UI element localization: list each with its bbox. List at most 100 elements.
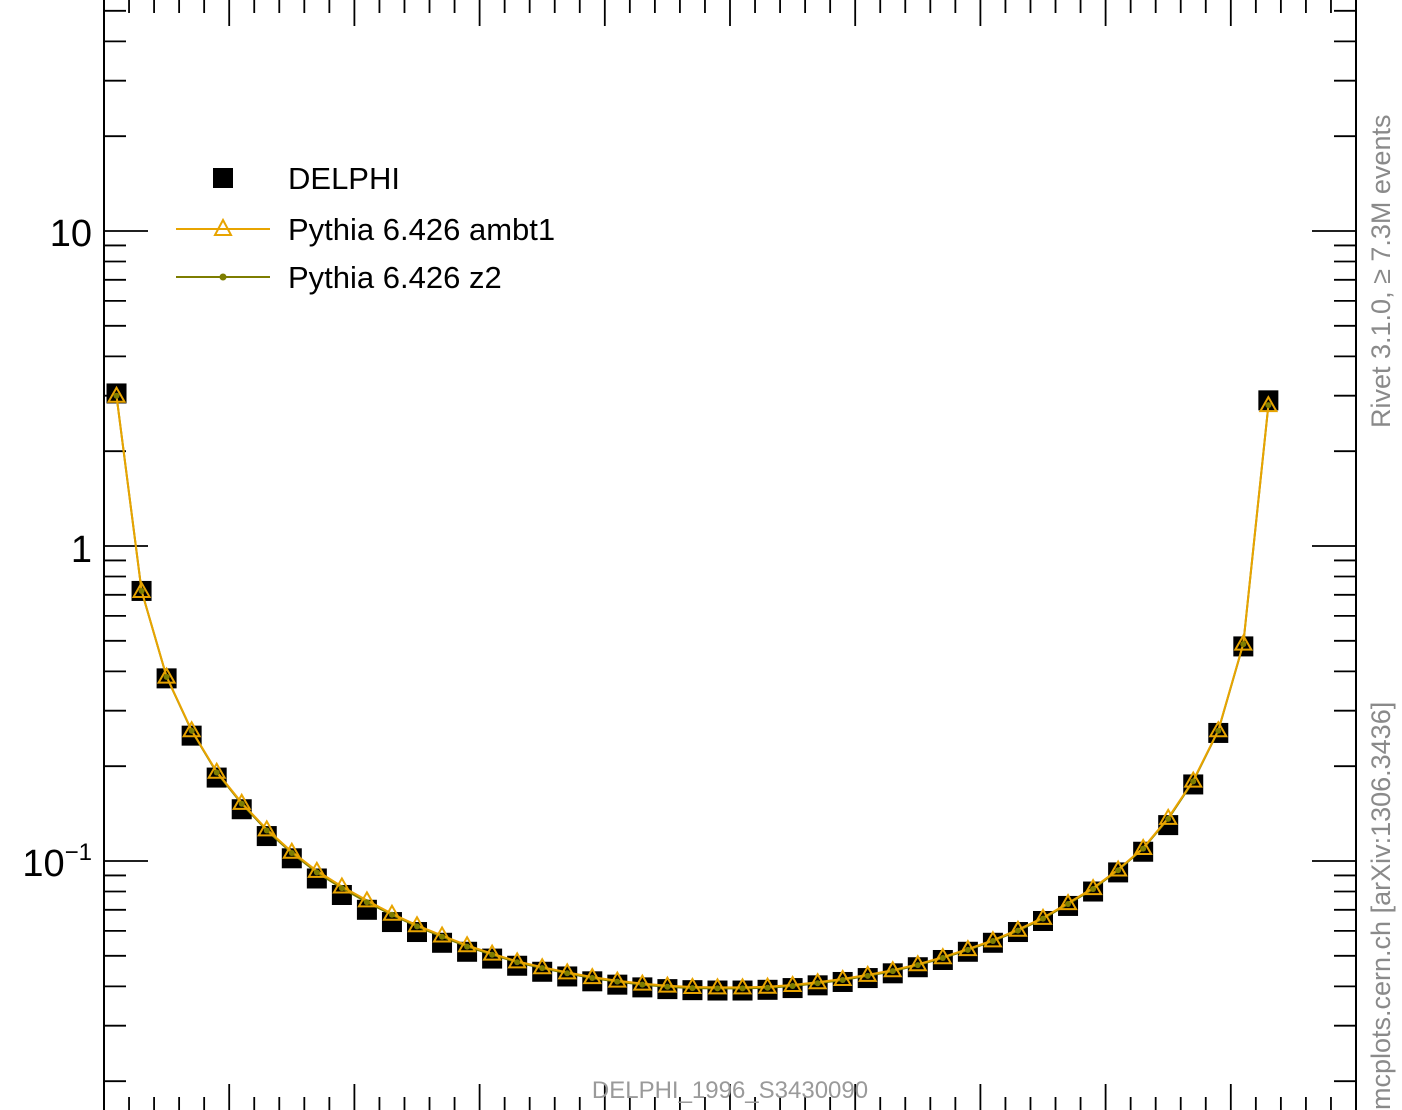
z2-point <box>789 983 796 990</box>
ambt1-point <box>532 957 552 975</box>
z2-point <box>338 885 345 892</box>
z2-point <box>1190 778 1197 785</box>
legend-label-ambt1: Pythia 6.426 ambt1 <box>288 212 555 247</box>
series-layer <box>106 383 1279 1001</box>
ambt1-point <box>307 860 327 878</box>
z2-point <box>1265 402 1272 409</box>
z2-point <box>689 985 696 992</box>
ambt1-point <box>807 972 828 990</box>
legend-item-ambt1: Pythia 6.426 ambt1 <box>176 212 555 247</box>
z2-point <box>363 899 370 906</box>
y-tick-label-1: 1 <box>71 529 92 571</box>
z2-point <box>238 800 245 807</box>
ambt1-point <box>131 580 152 598</box>
legend-label-z2: Pythia 6.426 z2 <box>288 260 502 295</box>
z2-point <box>739 985 746 992</box>
z2-point <box>839 977 846 984</box>
ambt1-point <box>382 903 402 921</box>
z2-point <box>263 827 270 834</box>
z2-point <box>939 955 946 962</box>
ambt1-point <box>1258 395 1279 413</box>
legend-item-z2: Pythia 6.426 z2 <box>176 260 502 295</box>
ambt1-point <box>1233 633 1254 651</box>
z2-point <box>1165 815 1172 822</box>
z2-point <box>864 972 871 979</box>
ambt1-point <box>332 876 352 894</box>
z2-point <box>639 981 646 988</box>
z2-point <box>1140 845 1147 852</box>
z2-point <box>213 769 220 776</box>
ambt1-point <box>407 915 427 933</box>
z2-point <box>764 984 771 991</box>
z2-point <box>664 983 671 990</box>
legend-label-delphi: DELPHI <box>288 161 400 196</box>
ambt1-point <box>1133 837 1153 855</box>
z2-point <box>964 946 971 953</box>
ambt1-point <box>507 951 527 969</box>
ambt1-point <box>206 761 227 779</box>
z2-point <box>163 673 170 680</box>
ambt1-point <box>1008 919 1028 937</box>
z2-point <box>614 978 621 985</box>
ambt1-point <box>231 792 252 810</box>
z2-point <box>814 980 821 987</box>
z2-point <box>539 965 546 972</box>
z2-point <box>989 938 996 945</box>
ambt1-point <box>357 890 377 908</box>
z2-point <box>1240 641 1247 648</box>
legend-marker-square <box>213 168 233 188</box>
watermark-label: DELPHI_1996_S3430090 <box>592 1077 868 1104</box>
ambt1-point <box>632 973 653 991</box>
ambt1-point <box>257 819 277 837</box>
ambt1-point <box>1183 770 1203 788</box>
z2-point <box>464 943 471 950</box>
z2-point <box>1215 727 1222 734</box>
z2-point <box>138 587 145 594</box>
ambt1-point <box>958 939 978 957</box>
z2-point <box>514 959 521 966</box>
ambt1-point <box>1083 878 1103 896</box>
y-tick-label-10: 10 <box>50 213 92 255</box>
z2-point <box>1014 927 1021 934</box>
z2-point <box>1065 901 1072 908</box>
ambt1-point <box>757 976 778 994</box>
z2-point <box>188 727 195 734</box>
legend: DELPHI Pythia 6.426 ambt1 Pythia 6.426 z… <box>176 161 555 295</box>
ambt1-point <box>282 841 302 859</box>
ambt1-point <box>482 943 502 961</box>
side-label-rivet: Rivet 3.1.0, ≥ 7.3M events <box>1366 115 1396 428</box>
ambt1-point <box>682 977 703 995</box>
ambt1-point <box>432 925 452 943</box>
ambt1-point <box>983 930 1003 948</box>
z2-point <box>1115 867 1122 874</box>
z2-point <box>714 985 721 992</box>
z2-point <box>889 968 896 975</box>
ambt1-point <box>181 720 202 738</box>
ambt1-point <box>1033 907 1053 925</box>
side-label-mcplots: mcplots.cern.ch [arXiv:1306.3436] <box>1366 702 1396 1110</box>
ambt1-point <box>782 974 803 992</box>
z2-point <box>313 869 320 876</box>
z2-point <box>1040 915 1046 922</box>
z2-point <box>288 850 295 857</box>
ambt1-point <box>908 954 928 972</box>
ambt1-point <box>1058 893 1078 911</box>
y-tick-label-0-1: 10−1 <box>22 839 92 885</box>
ambt1-point <box>106 385 127 403</box>
z2-point <box>388 911 395 918</box>
ambt1-point <box>1158 807 1178 825</box>
z2-point <box>589 975 596 982</box>
ambt1-point <box>732 977 753 995</box>
z2-point <box>489 951 496 958</box>
legend-marker-dot <box>219 273 227 281</box>
ambt1-point <box>607 970 628 988</box>
z2-point <box>564 970 571 977</box>
z2-point <box>414 923 420 930</box>
z2-point <box>914 962 921 969</box>
ambt1-point <box>156 666 177 684</box>
ambt1-point <box>557 962 577 980</box>
ambt1-point <box>457 935 477 953</box>
ambt1-point <box>883 960 903 978</box>
ambt1-point <box>933 947 953 965</box>
